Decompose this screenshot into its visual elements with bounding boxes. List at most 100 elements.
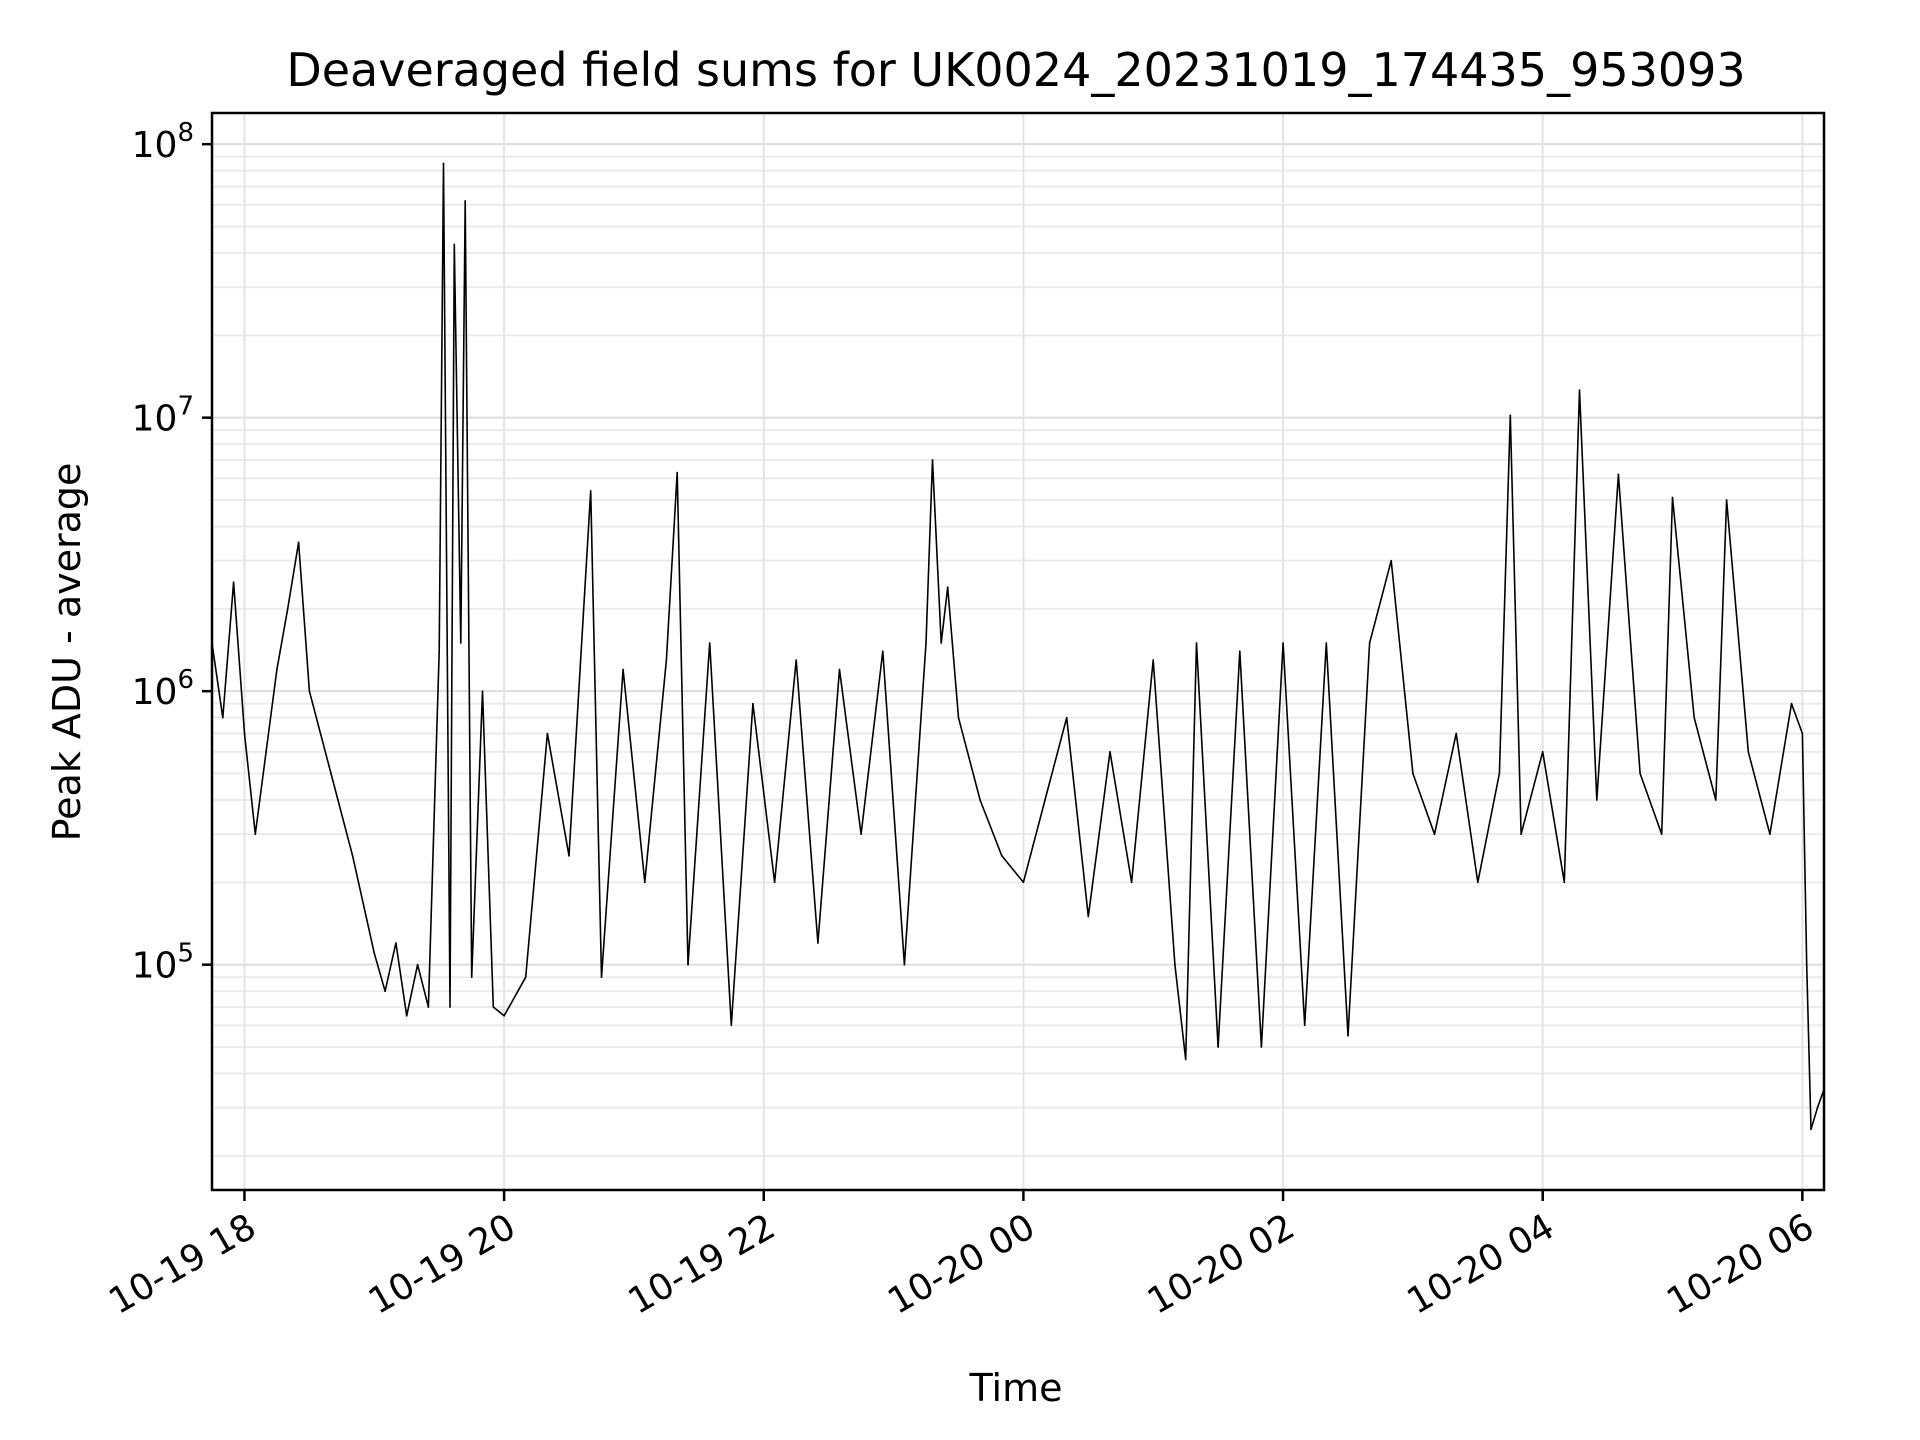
data-point xyxy=(687,963,689,966)
data-point xyxy=(286,608,289,610)
data-point xyxy=(1769,833,1771,835)
data-point xyxy=(1109,751,1111,753)
data-point xyxy=(940,642,942,644)
data-point xyxy=(449,1006,451,1008)
data-point xyxy=(1639,772,1641,775)
data-point xyxy=(503,1015,505,1017)
data-point xyxy=(384,990,386,992)
data-point xyxy=(546,732,549,735)
y-tick-label: 108 xyxy=(132,118,194,166)
data-point xyxy=(1747,751,1750,753)
data-point xyxy=(222,716,224,719)
x-tick-label: 10-20 06 xyxy=(1660,1206,1821,1322)
data-point xyxy=(1801,732,1804,735)
data-point xyxy=(1816,1106,1819,1109)
y-tick-label: 107 xyxy=(132,392,194,440)
x-tick-label: 10-20 00 xyxy=(881,1206,1042,1322)
data-point xyxy=(1617,473,1620,476)
data-point xyxy=(1725,499,1728,501)
data-point xyxy=(1174,963,1176,966)
data-point xyxy=(524,976,527,978)
data-point xyxy=(903,963,906,966)
data-point xyxy=(882,650,884,652)
data-point xyxy=(1001,855,1003,857)
data-point xyxy=(405,1015,408,1017)
data-point xyxy=(1498,772,1501,775)
data-point xyxy=(1044,799,1046,801)
data-point xyxy=(622,668,624,671)
data-point xyxy=(276,668,278,671)
data-point xyxy=(589,490,592,492)
data-point xyxy=(568,855,570,857)
data-point xyxy=(1022,881,1025,884)
data-point xyxy=(1065,716,1068,719)
data-point xyxy=(1596,799,1598,801)
data-point xyxy=(925,642,927,644)
data-point xyxy=(492,1006,495,1008)
data-point xyxy=(1660,833,1663,835)
plot-frame xyxy=(210,111,1826,1192)
data-point xyxy=(254,833,257,835)
data-point xyxy=(395,942,397,944)
data-point xyxy=(438,650,441,652)
data-point xyxy=(1217,1046,1219,1048)
x-tick-label: 10-19 18 xyxy=(102,1206,263,1322)
data-point xyxy=(330,772,332,775)
data-point xyxy=(795,659,797,661)
x-axis-ticks: 10-19 18 10-19 20 10-19 22 10-20 00 10-20 02… xyxy=(102,1190,1821,1323)
data-point xyxy=(1325,642,1328,644)
data-point xyxy=(460,642,462,644)
data-point xyxy=(1347,1034,1349,1037)
data-point xyxy=(1578,389,1581,392)
data-point xyxy=(464,200,467,202)
data-point xyxy=(232,581,235,584)
x-tick-label: 10-19 22 xyxy=(622,1206,783,1322)
data-point xyxy=(1541,751,1544,753)
data-point xyxy=(1303,1024,1306,1027)
data-point xyxy=(676,471,678,474)
data-point xyxy=(730,1024,733,1027)
data-point xyxy=(1671,496,1674,499)
data-series xyxy=(211,162,1825,1131)
data-point xyxy=(665,659,668,661)
chart-title: Deaveraged field sums for UK0024_2023101… xyxy=(286,43,1745,97)
data-point xyxy=(265,751,267,753)
data-point xyxy=(427,1006,430,1008)
x-tick-label: 10-20 02 xyxy=(1141,1206,1302,1322)
data-point xyxy=(1130,881,1133,884)
data-point xyxy=(470,976,473,978)
data-point xyxy=(931,459,934,461)
data-point xyxy=(1509,414,1512,417)
data-point xyxy=(946,586,949,588)
data-point xyxy=(1087,915,1090,918)
data-point xyxy=(1239,650,1241,652)
y-tick-label: 106 xyxy=(132,665,194,713)
data-point xyxy=(453,243,456,246)
x-tick-label: 10-19 20 xyxy=(362,1206,523,1322)
data-point xyxy=(1790,702,1793,705)
data-point xyxy=(860,833,862,835)
y-axis-ticks: 105 106 107 108 xyxy=(132,118,212,987)
x-axis-label: Time xyxy=(969,1366,1063,1410)
data-point xyxy=(1520,833,1522,835)
data-point xyxy=(1805,963,1808,966)
series-line xyxy=(211,162,1825,1131)
data-point xyxy=(1184,1058,1187,1061)
data-point xyxy=(1693,716,1695,719)
data-point xyxy=(1563,881,1566,884)
data-point xyxy=(243,732,246,735)
data-point xyxy=(1152,659,1154,661)
data-point xyxy=(708,642,711,644)
data-point xyxy=(1368,642,1371,644)
data-point xyxy=(442,162,445,165)
data-point xyxy=(297,541,300,544)
data-point xyxy=(481,690,484,692)
data-point xyxy=(838,668,841,671)
data-point xyxy=(752,702,754,705)
data-point xyxy=(1455,732,1457,735)
data-point xyxy=(1390,559,1392,562)
data-point xyxy=(1433,833,1436,835)
data-point xyxy=(351,855,354,857)
data-point xyxy=(1477,881,1479,884)
